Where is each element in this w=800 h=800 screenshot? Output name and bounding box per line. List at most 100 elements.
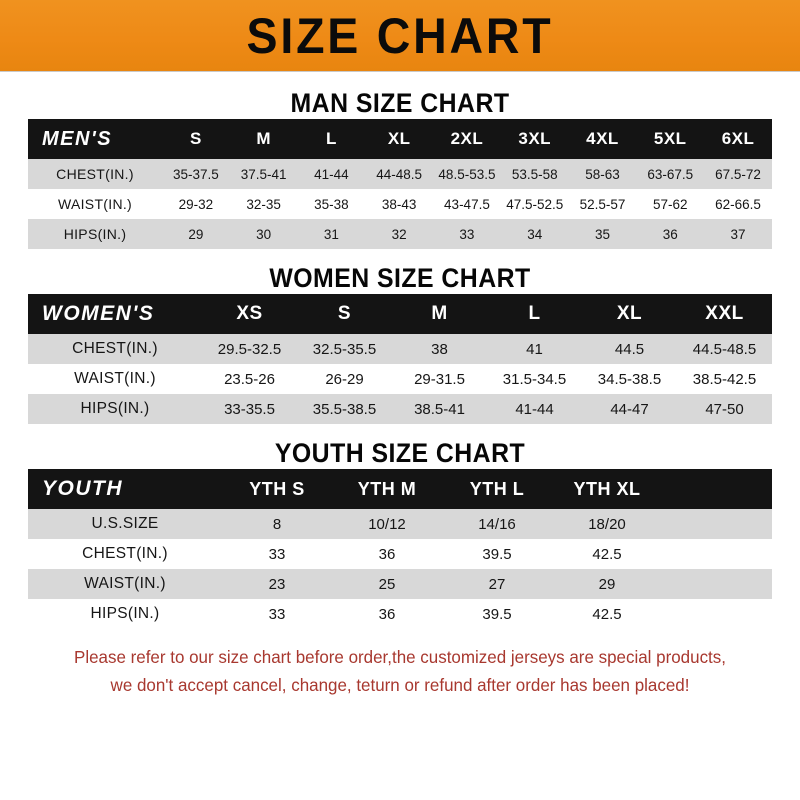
women-chest-xxl: 44.5-48.5 <box>692 340 757 358</box>
youth-chest-spacer <box>662 539 772 569</box>
women-waist-xl: 34.5-38.5 <box>597 370 662 388</box>
women-col-l: L <box>528 303 541 324</box>
youth-size-table: YOUTH YTH S YTH M YTH L YTH XL U.S.SIZE … <box>28 469 772 629</box>
women-col-xl: XL <box>616 303 643 324</box>
youth-waist-xl: 29 <box>598 575 616 593</box>
youth-table-head: YOUTH YTH S YTH M YTH L YTH XL <box>28 469 772 509</box>
man-chest-5xl: 63-67.5 <box>647 166 694 182</box>
man-hips-l: 31 <box>323 226 339 242</box>
women-chest-l: 41 <box>526 340 543 358</box>
man-col-m: M <box>256 129 271 148</box>
youth-row-chest-label: CHEST(IN.) <box>82 545 168 562</box>
man-col-xl: XL <box>387 129 411 148</box>
women-chest-s: 32.5-35.5 <box>312 340 377 358</box>
table-row: HIPS(IN.) 33 36 39.5 42.5 <box>28 599 772 629</box>
youth-hips-s: 33 <box>268 605 286 623</box>
table-row: HIPS(IN.) 29 30 31 32 33 34 35 36 37 <box>28 219 772 249</box>
man-hips-2xl: 33 <box>459 226 475 242</box>
women-hips-l: 41-44 <box>515 400 554 418</box>
youth-ussize-spacer <box>662 509 772 539</box>
women-col-s: S <box>337 303 352 324</box>
man-table-body: CHEST(IN.) 35-37.5 37.5-41 41-44 44-48.5… <box>28 159 772 249</box>
man-table-wrapper: MEN'S S M L XL 2XL 3XL 4XL 5XL 6XL CHEST… <box>28 119 772 249</box>
man-hips-s: 29 <box>188 226 204 242</box>
footer-line-1: Please refer to our size chart before or… <box>74 647 726 667</box>
man-hips-xl: 32 <box>391 226 407 242</box>
youth-waist-spacer <box>662 569 772 599</box>
women-waist-xxl: 38.5-42.5 <box>692 370 757 388</box>
women-hips-m: 38.5-41 <box>414 400 465 418</box>
youth-waist-m: 25 <box>378 575 396 593</box>
youth-hips-m: 36 <box>378 605 396 623</box>
women-waist-s: 26-29 <box>325 370 364 388</box>
man-waist-5xl: 57-62 <box>652 196 688 212</box>
table-row: WAIST(IN.) 23 25 27 29 <box>28 569 772 599</box>
man-section-title: MAN SIZE CHART <box>290 88 510 118</box>
women-hips-xxl: 47-50 <box>705 400 744 418</box>
man-col-6xl: 6XL <box>721 129 755 148</box>
women-chest-xs: 29.5-32.5 <box>217 340 282 358</box>
table-row: HIPS(IN.) 33-35.5 35.5-38.5 38.5-41 41-4… <box>28 394 772 424</box>
man-header-row: MEN'S S M L XL 2XL 3XL 4XL 5XL 6XL <box>28 119 772 159</box>
man-waist-2xl: 43-47.5 <box>444 196 490 212</box>
youth-row-waist-label: WAIST(IN.) <box>84 575 166 592</box>
youth-ussize-m: 10/12 <box>368 515 406 533</box>
page-banner: SIZE CHART <box>0 0 800 72</box>
women-row-chest-label: CHEST(IN.) <box>72 340 158 357</box>
youth-ussize-s: 8 <box>272 515 282 533</box>
women-waist-xs: 23.5-26 <box>224 370 275 388</box>
women-col-m: M <box>431 303 448 324</box>
women-col-xxl: XXL <box>705 303 744 324</box>
women-waist-m: 29-31.5 <box>414 370 465 388</box>
youth-table-wrapper: YOUTH YTH S YTH M YTH L YTH XL U.S.SIZE … <box>28 469 772 629</box>
man-col-3xl: 3XL <box>518 129 552 148</box>
youth-col-spacer <box>662 469 772 509</box>
man-col-s: S <box>189 129 202 148</box>
man-waist-3xl: 47.5-52.5 <box>506 196 564 212</box>
table-row: U.S.SIZE 8 10/12 14/16 18/20 <box>28 509 772 539</box>
man-header-label: MEN'S <box>42 127 113 150</box>
man-col-2xl: 2XL <box>450 129 484 148</box>
table-row: CHEST(IN.) 29.5-32.5 32.5-35.5 38 41 44.… <box>28 334 772 364</box>
man-row-waist-label: WAIST(IN.) <box>57 196 133 212</box>
youth-chest-s: 33 <box>268 545 286 563</box>
table-row: CHEST(IN.) 35-37.5 37.5-41 41-44 44-48.5… <box>28 159 772 189</box>
youth-hips-spacer <box>662 599 772 629</box>
women-table-head: WOMEN'S XS S M L XL XXL <box>28 294 772 334</box>
man-col-5xl: 5XL <box>653 129 687 148</box>
man-chest-2xl: 48.5-53.5 <box>438 166 496 182</box>
man-size-table: MEN'S S M L XL 2XL 3XL 4XL 5XL 6XL CHEST… <box>28 119 772 249</box>
youth-header-row: YOUTH YTH S YTH M YTH L YTH XL <box>28 469 772 509</box>
youth-col-m: YTH M <box>357 478 417 499</box>
youth-hips-xl: 42.5 <box>592 605 622 623</box>
women-table-body: CHEST(IN.) 29.5-32.5 32.5-35.5 38 41 44.… <box>28 334 772 424</box>
man-chest-xl: 44-48.5 <box>376 166 423 182</box>
man-table-head: MEN'S S M L XL 2XL 3XL 4XL 5XL 6XL <box>28 119 772 159</box>
man-waist-xl: 38-43 <box>381 196 417 212</box>
women-hips-s: 35.5-38.5 <box>312 400 377 418</box>
women-hips-xl: 44-47 <box>610 400 649 418</box>
youth-table-body: U.S.SIZE 8 10/12 14/16 18/20 CHEST(IN.) … <box>28 509 772 629</box>
man-chest-4xl: 58-63 <box>585 166 620 182</box>
man-chest-3xl: 53.5-58 <box>511 166 558 182</box>
women-header-label: WOMEN'S <box>42 302 155 325</box>
youth-ussize-l: 14/16 <box>478 515 516 533</box>
women-col-xs: XS <box>236 303 263 324</box>
man-chest-m: 37.5-41 <box>240 166 287 182</box>
women-row-waist-label: WAIST(IN.) <box>74 370 156 387</box>
man-hips-4xl: 35 <box>594 226 610 242</box>
man-col-4xl: 4XL <box>586 129 619 148</box>
man-row-hips-label: HIPS(IN.) <box>63 226 127 242</box>
women-table-wrapper: WOMEN'S XS S M L XL XXL CHEST(IN.) 29.5-… <box>28 294 772 424</box>
women-waist-l: 31.5-34.5 <box>502 370 567 388</box>
women-row-hips-label: HIPS(IN.) <box>80 400 150 417</box>
youth-col-l: YTH L <box>469 478 525 499</box>
man-hips-6xl: 37 <box>730 226 746 242</box>
man-col-l: L <box>325 129 337 148</box>
youth-hips-l: 39.5 <box>482 605 512 623</box>
page-title: SIZE CHART <box>246 7 554 64</box>
youth-col-xl: YTH XL <box>573 478 641 499</box>
youth-chest-l: 39.5 <box>482 545 512 563</box>
women-size-table: WOMEN'S XS S M L XL XXL CHEST(IN.) 29.5-… <box>28 294 772 424</box>
footer-line-2: we don't accept cancel, change, teturn o… <box>110 675 690 695</box>
